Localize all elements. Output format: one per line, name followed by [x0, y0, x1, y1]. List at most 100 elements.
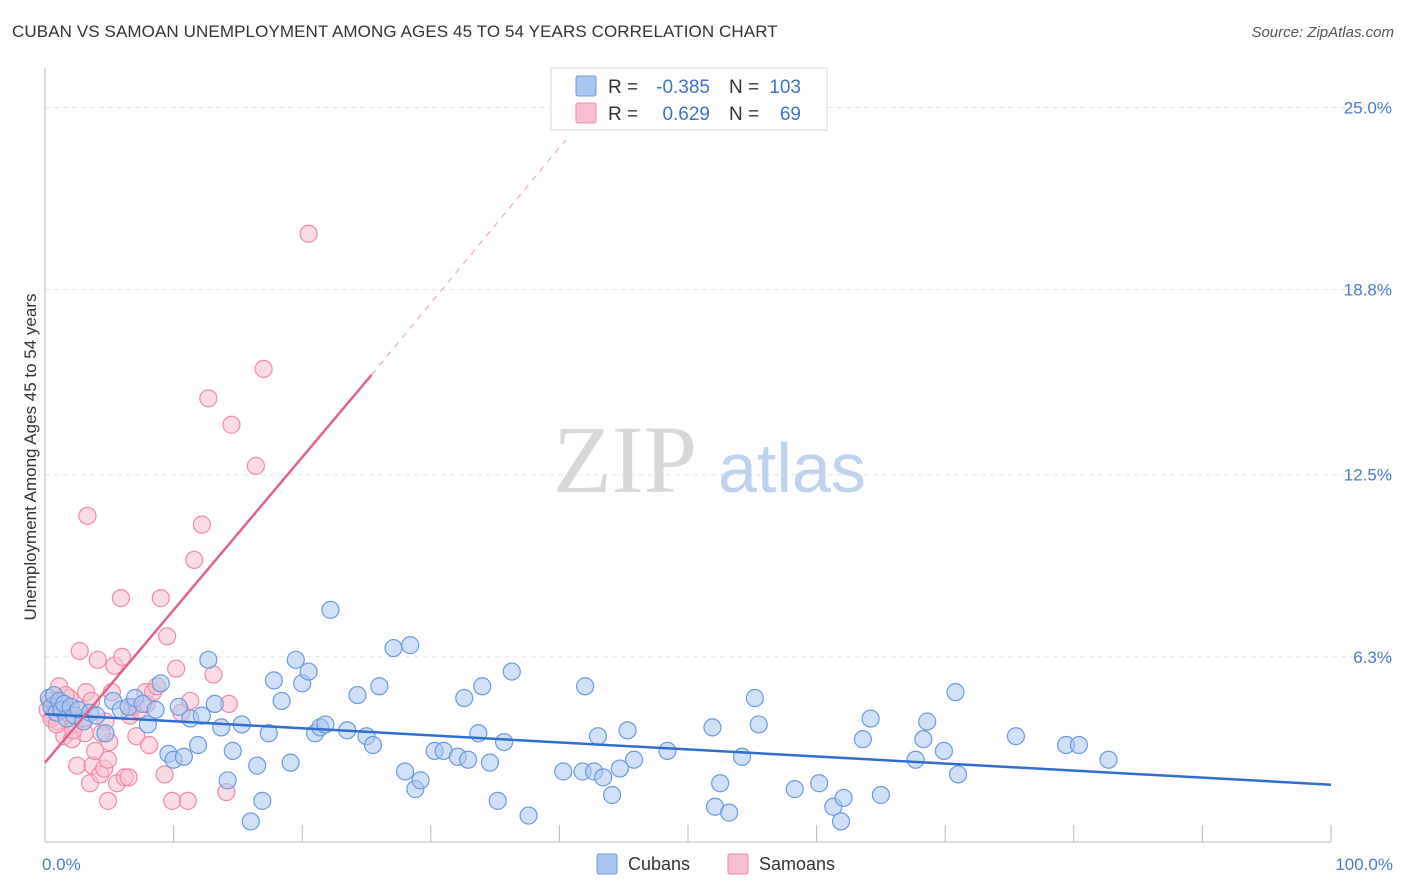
cuban-point: [658, 741, 677, 761]
cuban-point: [810, 774, 829, 793]
samoan-point: [192, 515, 211, 534]
cuban-point: [861, 709, 880, 728]
cuban-point: [834, 788, 853, 808]
legend-n-label: N =: [729, 77, 759, 98]
trend-line-samoans-extension: [371, 139, 567, 376]
legend-swatch-cubans[interactable]: [596, 853, 618, 875]
watermark-atlas: atlas: [718, 429, 866, 507]
samoan-point: [246, 456, 266, 475]
cuban-point: [711, 774, 730, 793]
cuban-point: [264, 671, 284, 690]
samoan-point: [70, 641, 89, 661]
legend-label-cubans[interactable]: Cubans: [628, 854, 690, 874]
cuban-point: [174, 747, 193, 766]
cuban-point: [272, 691, 291, 711]
x-tick-label: 100.0%: [1335, 855, 1393, 874]
legend-swatch-samoans[interactable]: [727, 853, 749, 875]
cuban-point: [946, 683, 965, 702]
y-tick-label: 6.3%: [1353, 648, 1392, 667]
cuban-point: [480, 753, 500, 772]
cuban-point: [151, 674, 170, 693]
cuban-point: [831, 812, 851, 831]
cuban-point: [554, 762, 573, 781]
cuban-point: [259, 724, 278, 743]
samoan-point: [88, 650, 107, 669]
samoan-point: [119, 768, 138, 787]
samoan-point: [158, 627, 177, 646]
cuban-point: [720, 803, 739, 822]
y-tick-label: 12.5%: [1344, 466, 1392, 485]
cuban-point: [299, 662, 318, 681]
y-tick-label: 25.0%: [1344, 98, 1392, 117]
cuban-point: [914, 730, 933, 749]
legend-n-value: 69: [780, 104, 801, 125]
samoan-point: [68, 756, 87, 775]
samoan-point: [222, 415, 241, 434]
y-tick-label: 18.8%: [1344, 281, 1392, 300]
cuban-point: [918, 712, 937, 731]
cuban-point: [502, 662, 521, 681]
correlation-legend: R = -0.385 N = 103 R = 0.629 N = 69: [550, 67, 828, 131]
cuban-point: [1069, 735, 1089, 755]
series-cubans: [39, 600, 1118, 831]
samoan-point: [98, 791, 118, 810]
cuban-point: [241, 812, 260, 831]
cuban-point: [603, 785, 622, 805]
cuban-point: [785, 780, 804, 799]
cuban-point: [286, 650, 305, 669]
watermark: ZIP atlas: [553, 406, 866, 513]
samoan-point: [178, 791, 197, 810]
legend-r-label: R =: [608, 77, 638, 98]
cuban-point: [488, 791, 507, 810]
cuban-point: [363, 735, 383, 755]
cuban-point: [495, 732, 514, 752]
cuban-point: [384, 638, 403, 658]
legend-r-value: 0.629: [662, 104, 710, 125]
cuban-point: [594, 768, 613, 787]
y-axis-label: Unemployment Among Ages 45 to 54 years: [21, 294, 40, 621]
cuban-point: [253, 791, 272, 810]
cuban-point: [749, 715, 768, 734]
legend-r-value: -0.385: [656, 77, 710, 98]
cuban-point: [458, 750, 478, 769]
cuban-point: [281, 753, 300, 772]
cuban-point: [853, 730, 872, 749]
cuban-point: [205, 694, 224, 713]
legend-swatch-samoans: [575, 102, 597, 124]
cuban-point: [321, 600, 340, 619]
cuban-point: [212, 718, 231, 737]
samoan-point: [78, 506, 97, 525]
legend-box: [550, 67, 828, 131]
cuban-point: [455, 688, 474, 708]
samoan-point: [299, 224, 318, 243]
samoan-point: [185, 550, 204, 570]
cuban-point: [618, 721, 637, 740]
cuban-point: [624, 750, 644, 769]
legend-label-samoans[interactable]: Samoans: [759, 854, 835, 874]
cuban-point: [146, 700, 165, 719]
cuban-point: [576, 677, 595, 696]
gridlines: [45, 106, 1392, 658]
legend-n-value: 103: [769, 77, 801, 98]
cuban-point: [188, 735, 208, 755]
y-tick-labels: 6.3% 12.5% 18.8% 25.0%: [1344, 98, 1392, 666]
legend-r-label: R =: [608, 104, 638, 125]
cuban-point: [1006, 727, 1026, 746]
cuban-point: [934, 741, 954, 761]
legend-n-label: N =: [729, 104, 759, 125]
samoan-point: [199, 389, 218, 408]
x-tick-label: 0.0%: [42, 855, 81, 874]
legend-swatch-cubans: [575, 75, 597, 97]
cuban-point: [96, 724, 115, 743]
samoan-point: [127, 727, 146, 746]
samoan-point: [163, 791, 182, 810]
samoan-point: [155, 765, 174, 784]
samoan-point: [111, 589, 130, 608]
cuban-point: [745, 688, 764, 708]
source-label: Source: ZipAtlas.com: [1251, 24, 1394, 41]
cuban-point: [1099, 750, 1118, 769]
samoan-point: [113, 647, 132, 666]
samoan-point: [140, 735, 159, 755]
cuban-point: [871, 785, 891, 805]
cuban-point: [411, 771, 430, 790]
